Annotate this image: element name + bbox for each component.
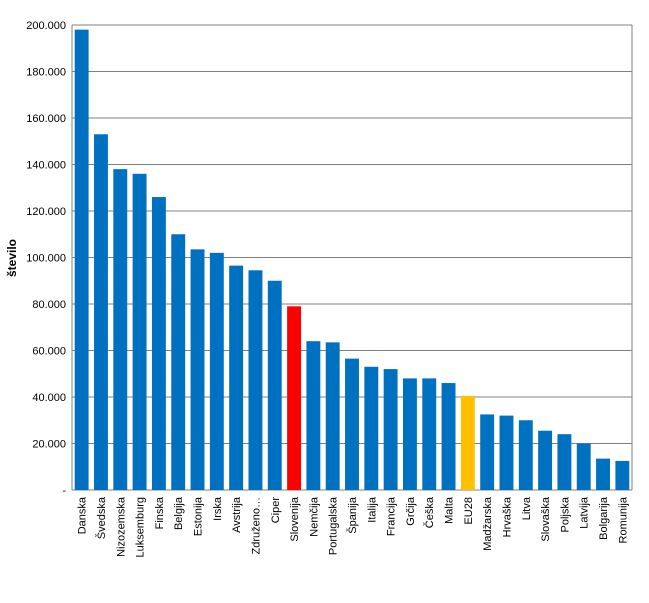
- bar: [402, 378, 417, 490]
- bar: [190, 249, 205, 490]
- x-tick-label: Švedska: [95, 496, 108, 539]
- y-tick-label: 160.000: [26, 113, 66, 125]
- x-tick-label: Bolgarija: [598, 496, 610, 540]
- x-tick-label: Italija: [366, 496, 378, 523]
- bar: [441, 383, 456, 490]
- bar: [345, 358, 359, 490]
- x-tick-label: Malta: [444, 496, 456, 524]
- y-tick-label: 60.000: [32, 346, 66, 358]
- x-tick-label: EU28: [463, 497, 475, 525]
- x-tick-label: Ciper: [270, 497, 282, 524]
- bar: [460, 395, 475, 490]
- y-tick-label: 200.000: [26, 20, 66, 32]
- x-tick-label: Nizozemska: [115, 496, 127, 557]
- x-tick-label: Francija: [386, 496, 398, 536]
- bar: [596, 458, 610, 490]
- x-tick-label: Latvija: [579, 496, 591, 529]
- x-tick-label: Belgija: [173, 496, 185, 530]
- bar: [209, 252, 224, 490]
- y-tick-label: -: [62, 485, 66, 497]
- bar: [538, 430, 553, 490]
- bar: [94, 134, 108, 490]
- bar: [287, 306, 302, 490]
- x-tick-label: Avstrija: [231, 496, 243, 533]
- bar: [615, 460, 630, 490]
- y-tick-label: 40.000: [32, 392, 66, 404]
- y-tick-label: 120.000: [26, 206, 66, 218]
- y-axis-title: število: [5, 239, 19, 277]
- x-tick-label: Litva: [521, 496, 533, 520]
- bar: [576, 443, 591, 490]
- bar: [364, 366, 379, 490]
- bar: [113, 169, 128, 490]
- bar: [132, 173, 147, 491]
- y-tick-label: 180.000: [26, 67, 66, 79]
- x-tick-label: Danska: [77, 496, 89, 534]
- x-tick-label: Portugalska: [328, 496, 340, 555]
- x-tick-label: Češka: [423, 496, 436, 528]
- x-tick-label: Združeno…: [250, 497, 262, 554]
- x-tick-label: Irska: [212, 496, 224, 521]
- x-tick-label: Luksemburg: [135, 497, 147, 558]
- bar: [306, 341, 321, 490]
- bar: [518, 420, 533, 490]
- y-tick-label: 20.000: [32, 439, 66, 451]
- y-tick-label: 140.000: [26, 160, 66, 172]
- x-tick-label: Finska: [154, 496, 166, 529]
- x-tick-label: Španija: [346, 496, 359, 534]
- bar: [499, 415, 514, 490]
- bar: [267, 280, 282, 490]
- x-tick-label: Poljska: [559, 496, 571, 532]
- bar: [383, 369, 398, 490]
- bar: [229, 265, 244, 490]
- x-tick-label: Grčija: [405, 496, 417, 526]
- x-axis-labels: Danska Švedska Nizozemska Luksemburg Finska B…: [77, 496, 630, 557]
- x-tick-label: Madžarska: [482, 496, 494, 551]
- bar: [151, 197, 166, 491]
- bar: [74, 29, 89, 491]
- bar: [480, 414, 495, 490]
- x-tick-label: Nemčija: [308, 496, 320, 537]
- bar: [171, 234, 186, 490]
- x-tick-label: Romunija: [617, 496, 629, 543]
- x-tick-label: Hrvaška: [501, 496, 513, 537]
- bar: [557, 434, 572, 490]
- bar: [422, 378, 437, 490]
- bars: [74, 29, 630, 491]
- bar: [325, 342, 340, 490]
- y-tick-label: 100.000: [26, 253, 66, 265]
- x-tick-label: Slovenija: [289, 496, 301, 542]
- x-tick-label: Estonija: [193, 496, 205, 536]
- y-tick-label: 80.000: [32, 299, 66, 311]
- y-axis-ticks: - 20.000 40.000 60.000 80.000 100.000 120.000 1…: [26, 20, 66, 497]
- x-tick-label: Slovaška: [540, 496, 552, 542]
- bar: [248, 270, 263, 490]
